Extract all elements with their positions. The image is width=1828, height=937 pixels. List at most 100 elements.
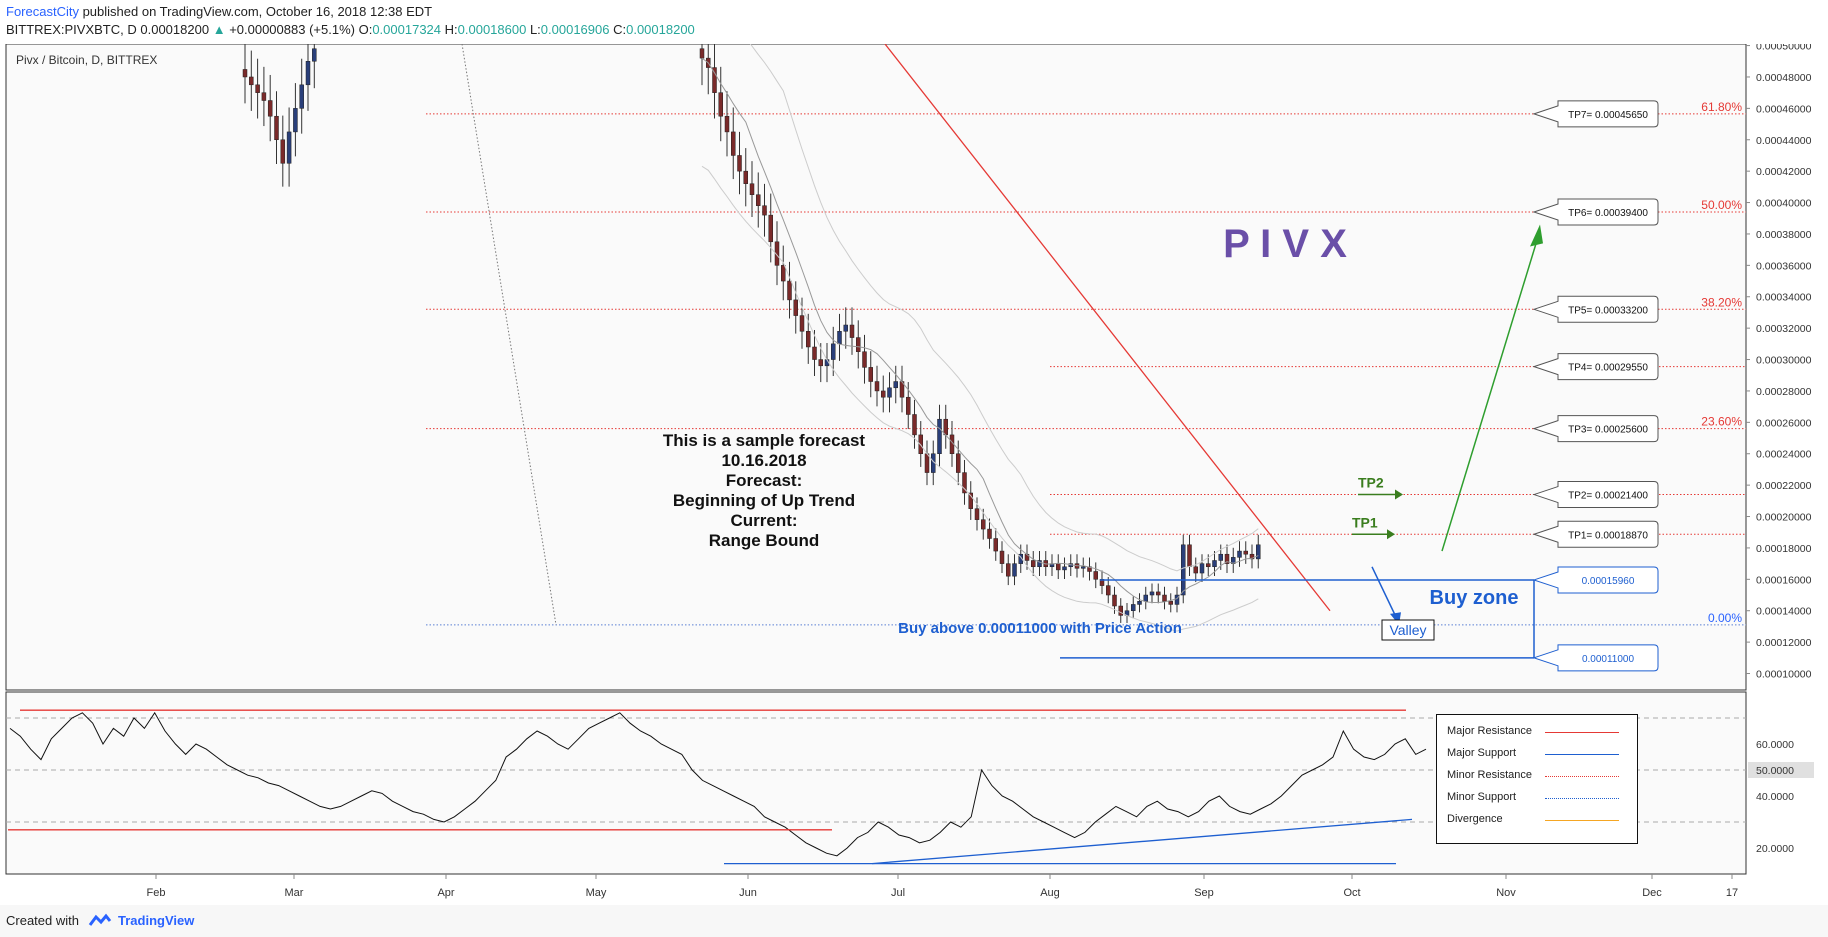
candle bbox=[1006, 563, 1011, 577]
legend-item-major-support: Major Support bbox=[1447, 747, 1517, 759]
target-callout bbox=[1532, 415, 1659, 443]
valley-arrow bbox=[1371, 566, 1397, 618]
y-tick-label: 0.00024000 bbox=[1756, 449, 1812, 461]
x-tick-label: Jun bbox=[739, 887, 757, 899]
candle bbox=[1137, 601, 1142, 605]
rsi-current-badge bbox=[1748, 762, 1814, 778]
target-callout bbox=[1532, 100, 1659, 128]
fib-label: 38.20% bbox=[1701, 295, 1742, 309]
candle bbox=[981, 519, 986, 530]
y-tick-label: 0.00040000 bbox=[1756, 198, 1812, 210]
candle bbox=[1187, 544, 1192, 568]
early-trend-line bbox=[461, 44, 557, 625]
legend-swatch bbox=[1545, 798, 1619, 799]
y-tick-label: 0.00010000 bbox=[1756, 669, 1812, 681]
target-label: TP7= 0.00045650 bbox=[1568, 110, 1648, 121]
forecast-text: Forecast: bbox=[726, 471, 803, 490]
x-tick-label: Jul bbox=[891, 887, 905, 899]
candle bbox=[987, 528, 992, 539]
close-label: C: bbox=[613, 22, 627, 37]
open-value: 0.00017324 bbox=[372, 22, 442, 37]
candle bbox=[743, 170, 748, 184]
candle bbox=[1181, 544, 1186, 596]
y-tick-label: 0.00018000 bbox=[1756, 543, 1812, 555]
candle bbox=[1218, 553, 1223, 561]
published-text: published on TradingView.com, October 16… bbox=[78, 4, 433, 19]
last-price: 0.00018200 bbox=[140, 22, 210, 37]
candle bbox=[1037, 560, 1042, 568]
author-link[interactable]: ForecastCity bbox=[6, 4, 79, 19]
candle bbox=[286, 131, 292, 164]
projection-arrow bbox=[1441, 236, 1539, 552]
candle bbox=[887, 387, 892, 398]
chart-watermark: P I V X bbox=[1223, 222, 1347, 266]
candle bbox=[1243, 550, 1248, 555]
x-tick-label: Nov bbox=[1496, 887, 1516, 899]
candle bbox=[756, 194, 761, 206]
candle bbox=[762, 205, 767, 216]
y-tick-label: 0.00042000 bbox=[1756, 166, 1812, 178]
candle bbox=[1143, 594, 1148, 602]
fib-label: 61.80% bbox=[1701, 100, 1742, 114]
candle bbox=[724, 115, 730, 133]
candle bbox=[856, 337, 861, 352]
valley-label: Valley bbox=[1389, 622, 1426, 638]
created-with-text: Created with bbox=[6, 913, 79, 928]
candle bbox=[831, 343, 836, 360]
candle bbox=[1206, 563, 1211, 568]
target-callout bbox=[1532, 353, 1659, 381]
candle bbox=[718, 92, 723, 117]
candle bbox=[1168, 601, 1173, 605]
rsi-tick-label: 40.0000 bbox=[1756, 791, 1794, 803]
candle bbox=[818, 359, 823, 367]
zone-label: 0.00015960 bbox=[1582, 576, 1635, 587]
candle bbox=[1012, 563, 1017, 577]
tp-arrowhead bbox=[1395, 489, 1403, 500]
candle bbox=[962, 472, 967, 494]
candle bbox=[1056, 563, 1061, 571]
up-arrow-icon: ▲ bbox=[212, 22, 226, 37]
target-callout bbox=[1532, 520, 1659, 548]
upper-band bbox=[749, 44, 1259, 572]
x-tick-label: Oct bbox=[1343, 887, 1360, 899]
target-label: TP6= 0.00039400 bbox=[1568, 208, 1648, 219]
forecast-text: Range Bound bbox=[709, 531, 820, 550]
symbol-label: BITTREX:PIVXBTC, D bbox=[6, 22, 137, 37]
chart-title: Pivx / Bitcoin, D, BITTREX bbox=[16, 53, 157, 67]
candle bbox=[956, 453, 961, 473]
y-tick-label: 0.00020000 bbox=[1756, 512, 1812, 524]
candle bbox=[806, 331, 811, 348]
candle bbox=[1237, 550, 1242, 558]
candle bbox=[1093, 571, 1098, 580]
candle bbox=[1062, 566, 1067, 571]
legend-item-major-resistance: Major Resistance bbox=[1447, 725, 1532, 737]
y-tick-label: 0.00022000 bbox=[1756, 480, 1812, 492]
x-tick-label: Dec bbox=[1642, 887, 1662, 899]
legend-swatch bbox=[1545, 820, 1619, 821]
price-change: +0.00000883 (+5.1%) bbox=[229, 22, 355, 37]
candle bbox=[812, 346, 817, 360]
candle bbox=[1156, 591, 1161, 596]
candle bbox=[1249, 553, 1255, 560]
y-tick-label: 0.00026000 bbox=[1756, 417, 1812, 429]
forecast-text: Current: bbox=[730, 511, 797, 530]
zone-callout bbox=[1532, 566, 1659, 594]
tradingview-link[interactable]: TradingView bbox=[118, 913, 195, 928]
legend-box: Major Resistance Major Support Minor Resis… bbox=[1436, 714, 1638, 844]
fib-label: 23.60% bbox=[1701, 415, 1742, 429]
target-callout bbox=[1532, 481, 1659, 509]
price-chart[interactable]: 0.00050000 0.00048000 0.00046000 0.00044000… bbox=[0, 44, 1828, 905]
rsi-tick-label: 20.0000 bbox=[1756, 843, 1794, 855]
y-tick-label: 0.00028000 bbox=[1756, 386, 1812, 398]
low-label: L: bbox=[529, 22, 541, 37]
target-label: TP1= 0.00018870 bbox=[1568, 530, 1648, 541]
candle bbox=[712, 67, 717, 93]
candle bbox=[737, 155, 742, 172]
forecast-text: 10.16.2018 bbox=[721, 451, 806, 470]
legend-swatch bbox=[1545, 732, 1619, 733]
projection-arrowhead bbox=[1530, 224, 1543, 247]
tp-marker: TP1 bbox=[1352, 514, 1378, 530]
symbol-line: BITTREX:PIVXBTC, D 0.00018200 ▲ +0.00000… bbox=[6, 22, 695, 37]
fib-label: 50.00% bbox=[1701, 198, 1742, 212]
candle bbox=[799, 315, 805, 332]
